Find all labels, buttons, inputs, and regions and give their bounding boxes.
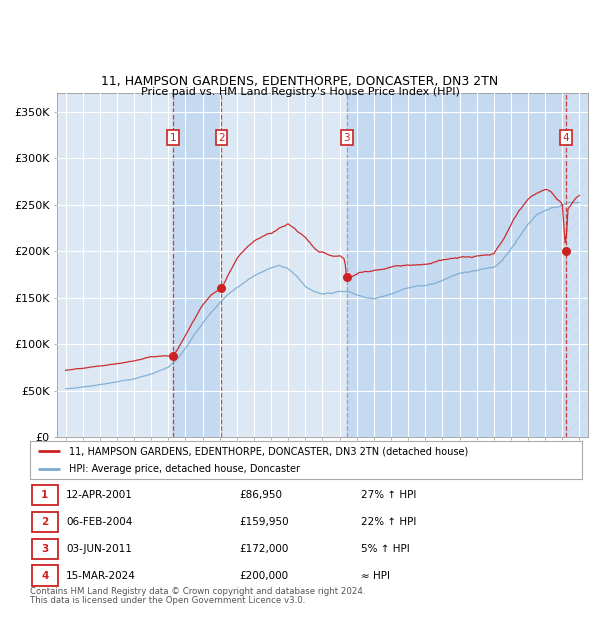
Text: ≈ HPI: ≈ HPI — [361, 570, 390, 580]
Text: 4: 4 — [41, 570, 49, 580]
Text: 2: 2 — [218, 133, 225, 143]
Text: Price paid vs. HM Land Registry's House Price Index (HPI): Price paid vs. HM Land Registry's House … — [140, 87, 460, 97]
Text: 15-MAR-2024: 15-MAR-2024 — [66, 570, 136, 580]
Text: £200,000: £200,000 — [240, 570, 289, 580]
Bar — [347, 93, 566, 437]
Text: £86,950: £86,950 — [240, 490, 283, 500]
Bar — [566, 93, 588, 437]
Text: 1: 1 — [170, 133, 176, 143]
Text: This data is licensed under the Open Government Licence v3.0.: This data is licensed under the Open Gov… — [30, 596, 305, 604]
Text: 4: 4 — [563, 133, 569, 143]
Text: 03-JUN-2011: 03-JUN-2011 — [66, 544, 132, 554]
Text: £159,950: £159,950 — [240, 517, 289, 527]
Text: 2: 2 — [41, 517, 49, 527]
Text: HPI: Average price, detached house, Doncaster: HPI: Average price, detached house, Donc… — [68, 464, 299, 474]
Text: Contains HM Land Registry data © Crown copyright and database right 2024.: Contains HM Land Registry data © Crown c… — [30, 587, 365, 596]
FancyBboxPatch shape — [32, 485, 58, 505]
Text: 22% ↑ HPI: 22% ↑ HPI — [361, 517, 416, 527]
Text: 12-APR-2001: 12-APR-2001 — [66, 490, 133, 500]
Text: 11, HAMPSON GARDENS, EDENTHORPE, DONCASTER, DN3 2TN (detached house): 11, HAMPSON GARDENS, EDENTHORPE, DONCAST… — [68, 446, 468, 456]
FancyBboxPatch shape — [32, 565, 58, 586]
Text: 06-FEB-2004: 06-FEB-2004 — [66, 517, 132, 527]
Text: 1: 1 — [41, 490, 49, 500]
Text: 5% ↑ HPI: 5% ↑ HPI — [361, 544, 410, 554]
Text: 3: 3 — [344, 133, 350, 143]
Text: £172,000: £172,000 — [240, 544, 289, 554]
FancyBboxPatch shape — [32, 512, 58, 532]
Bar — [173, 93, 221, 437]
Text: 3: 3 — [41, 544, 49, 554]
FancyBboxPatch shape — [32, 539, 58, 559]
Text: 27% ↑ HPI: 27% ↑ HPI — [361, 490, 416, 500]
Text: 11, HAMPSON GARDENS, EDENTHORPE, DONCASTER, DN3 2TN: 11, HAMPSON GARDENS, EDENTHORPE, DONCAST… — [101, 76, 499, 88]
